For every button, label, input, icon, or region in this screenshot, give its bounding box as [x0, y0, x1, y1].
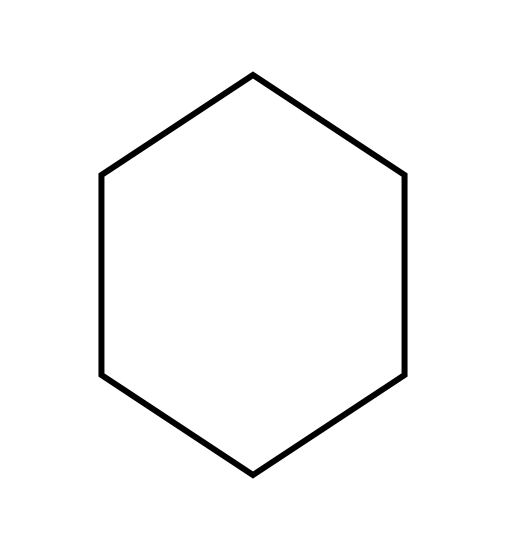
hexagon-svg — [0, 0, 506, 550]
diagram-stage — [0, 0, 506, 550]
hexagon-shape — [101, 75, 404, 475]
